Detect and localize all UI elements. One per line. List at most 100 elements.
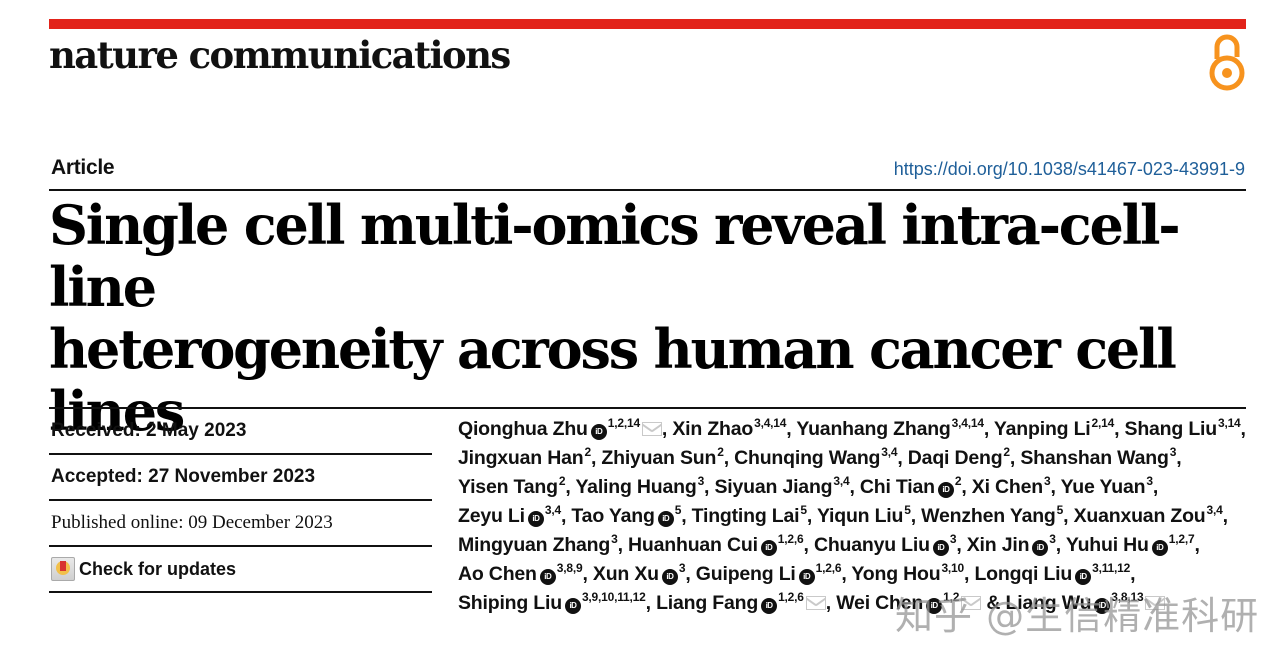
author-separator: , [1152,476,1159,498]
author-affiliations: 2 [584,445,591,459]
author-name[interactable]: Guipeng Li [695,563,796,585]
author-item[interactable]: Huanhuan Cui iD1,2,6 [628,533,804,556]
author-item[interactable]: Yong Hou3,10 [851,562,964,585]
author-item[interactable]: Daqi Deng2 [907,446,1010,469]
author-affiliations: 3,4 [544,503,561,517]
email-icon[interactable] [961,596,982,610]
author-name[interactable]: Jingxuan Han [458,447,584,469]
author-name[interactable]: Tingting Lai [691,505,800,527]
orcid-icon[interactable]: iD [937,482,954,498]
orcid-icon[interactable]: iD [539,569,556,585]
author-name[interactable]: Tao Yang [571,505,655,527]
author-name[interactable]: Yuanhang Zhang [796,418,951,440]
orcid-icon[interactable]: iD [590,424,607,440]
author-item[interactable]: Tao Yang iD5 [571,504,681,527]
author-item[interactable]: Zeyu Li iD3,4 [458,503,561,527]
author-name[interactable]: Daqi Deng [907,447,1003,469]
orcid-icon[interactable]: iD [1094,598,1111,614]
author-name[interactable]: Xi Chen [971,476,1043,498]
doi-link[interactable]: https://doi.org/10.1038/s41467-023-43991… [893,159,1245,179]
author-name[interactable]: Siyuan Jiang [714,476,833,498]
author-item[interactable]: Wenzhen Yang5 [921,504,1063,527]
author-name[interactable]: Huanhuan Cui [628,534,758,556]
author-item[interactable]: Tingting Lai5 [691,504,807,527]
orcid-icon[interactable]: iD [657,511,674,527]
check-for-updates-button[interactable]: Check for updates [49,547,432,593]
author-name[interactable]: Zeyu Li [458,505,525,527]
author-name[interactable]: Shang Liu [1124,418,1218,440]
author-item[interactable]: Ao Chen iD3,8,9 [458,562,583,585]
author-item[interactable]: Xun Xu iD3 [592,562,686,585]
author-name[interactable]: Ao Chen [458,563,537,585]
author-item[interactable]: Shanshan Wang3 [1020,446,1176,469]
author-item[interactable]: Zhiyuan Sun2 [601,446,724,469]
author-item[interactable]: Yaling Huang3 [575,475,704,498]
author-name[interactable]: Liang Wu [1005,592,1092,614]
orcid-icon[interactable]: iD [926,598,943,614]
author-item[interactable]: Xuanxuan Zou3,4 [1073,504,1223,527]
author-item[interactable]: Yisen Tang2 [458,475,566,498]
orcid-icon[interactable]: iD [761,598,778,614]
author-item[interactable]: Liang Wu iD3,8,13 [1005,591,1166,614]
author-name[interactable]: Wenzhen Yang [921,505,1056,527]
author-item[interactable]: Mingyuan Zhang3 [458,532,618,556]
orcid-icon[interactable]: iD [527,511,544,527]
author-item[interactable]: Xin Jin iD3 [966,533,1056,556]
open-access-lock-icon [1209,34,1245,91]
email-icon[interactable] [805,596,826,610]
orcid-icon[interactable]: iD [661,569,678,585]
author-separator: , [841,563,852,585]
author-name[interactable]: Yue Yuan [1060,476,1146,498]
author-item[interactable]: Yue Yuan3 [1060,475,1153,498]
author-name[interactable]: Yiqun Liu [816,505,904,527]
author-item[interactable]: Xi Chen3 [971,475,1051,498]
author-name[interactable]: Liang Fang [656,592,759,614]
author-item[interactable]: Longqi Liu iD3,11,12 [974,562,1130,585]
author-name[interactable]: Chuanyu Liu [813,534,930,556]
author-item[interactable]: Yuhui Hu iD1,2,7 [1065,533,1195,556]
author-name[interactable]: Yaling Huang [575,476,697,498]
author-name[interactable]: Yanping Li [993,418,1091,440]
orcid-icon[interactable]: iD [1075,569,1092,585]
author-item[interactable]: Yuanhang Zhang3,4,14 [796,417,984,440]
orcid-icon[interactable]: iD [932,540,949,556]
orcid-icon[interactable]: iD [798,569,815,585]
author-name[interactable]: Chi Tian [859,476,935,498]
author-item[interactable]: Wei Chen iD1,2 [836,591,982,614]
author-name[interactable]: Xuanxuan Zou [1073,505,1206,527]
orcid-icon[interactable]: iD [1032,540,1049,556]
author-name[interactable]: Xin Zhao [672,418,754,440]
orcid-icon[interactable]: iD [564,598,581,614]
author-name[interactable]: Yong Hou [851,563,941,585]
author-name[interactable]: Yisen Tang [458,476,558,498]
author-name[interactable]: Wei Chen [836,592,924,614]
author-item[interactable]: Chi Tian iD2 [859,475,962,498]
author-item[interactable]: Yanping Li2,14 [993,417,1114,440]
orcid-icon[interactable]: iD [760,540,777,556]
author-item[interactable]: Qionghua Zhu iD1,2,14 [458,417,662,440]
author-item[interactable]: Jingxuan Han2 [458,445,591,469]
author-item[interactable]: Shiping Liu iD3,9,10,11,12 [458,591,646,614]
author-name[interactable]: Xun Xu [592,563,659,585]
author-name[interactable]: Mingyuan Zhang [458,534,611,556]
author-name[interactable]: Chunqing Wang [734,447,881,469]
email-icon[interactable] [641,422,662,436]
author-name[interactable]: Shiping Liu [458,592,562,614]
author-item[interactable]: Guipeng Li iD1,2,6 [695,562,842,585]
orcid-icon[interactable]: iD [1151,540,1168,556]
author-item[interactable]: Shang Liu3,14 [1124,417,1241,440]
author-item[interactable]: Yiqun Liu5 [816,504,911,527]
author-name[interactable]: Zhiyuan Sun [601,447,717,469]
author-name[interactable]: Shanshan Wang [1020,447,1169,469]
author-item[interactable]: Liang Fang iD1,2,6 [656,591,826,614]
author-name[interactable]: Qionghua Zhu [458,418,588,440]
author-item[interactable]: Xin Zhao3,4,14 [672,417,786,440]
author-name[interactable]: Xin Jin [966,534,1030,556]
author-item[interactable]: Chuanyu Liu iD3 [813,533,957,556]
author-affiliations: 3 [611,532,618,546]
author-name[interactable]: Yuhui Hu [1065,534,1149,556]
author-name[interactable]: Longqi Liu [974,563,1073,585]
author-item[interactable]: Siyuan Jiang3,4 [714,475,849,498]
author-item[interactable]: Chunqing Wang3,4 [734,446,897,469]
email-icon[interactable] [1145,596,1166,610]
